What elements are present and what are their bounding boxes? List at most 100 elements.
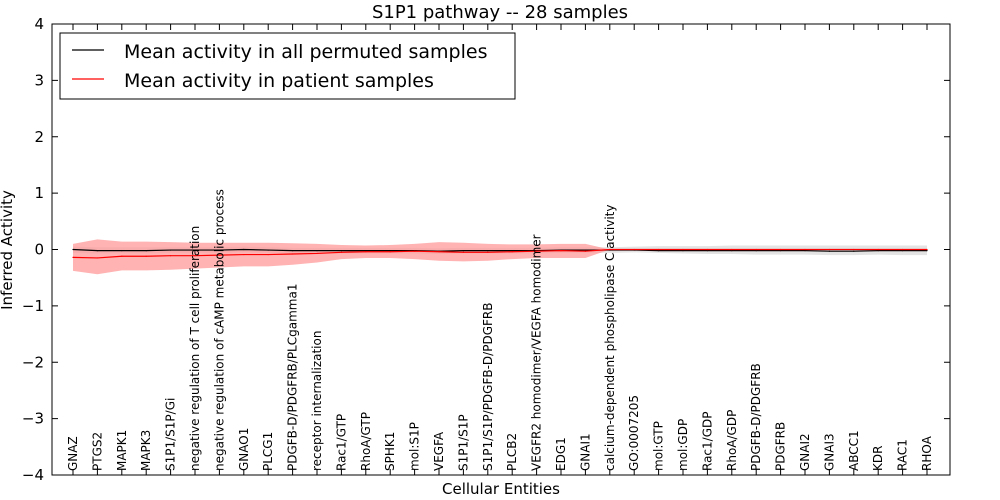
x-tick-label: GNAO1 xyxy=(237,428,251,471)
point-series-1 xyxy=(584,250,587,252)
point-series-0 xyxy=(243,248,245,251)
point-series-1 xyxy=(926,248,928,251)
x-tick-label: ABCC1 xyxy=(847,430,861,471)
point-series-0 xyxy=(340,250,342,252)
y-tick-label: 1 xyxy=(34,184,44,202)
point-series-0 xyxy=(267,249,269,251)
point-series-1 xyxy=(243,253,245,256)
x-axis: GNAZ PTGS2 MAPK1 MAPK3 S1P1/S1P/Gi negative r… xyxy=(66,24,934,475)
point-series-0 xyxy=(511,250,513,252)
point-series-1 xyxy=(267,253,269,256)
y-tick-label: 0 xyxy=(34,241,44,259)
point-series-1 xyxy=(828,248,831,251)
x-tick-label: RhoA/GDP xyxy=(725,410,739,471)
x-tick-label: PDGFB-D/PDGFRB xyxy=(749,363,763,471)
point-series-0 xyxy=(853,250,855,252)
point-series-0 xyxy=(72,248,74,251)
point-series-1 xyxy=(633,248,635,251)
point-series-0 xyxy=(145,250,147,252)
point-series-1 xyxy=(316,252,318,255)
x-tick-label: Rac1/GTP xyxy=(334,414,348,471)
point-series-0 xyxy=(828,250,831,252)
point-series-1 xyxy=(389,251,391,253)
point-series-0 xyxy=(487,250,489,252)
point-series-0 xyxy=(316,250,318,252)
point-series-1 xyxy=(145,255,147,257)
point-series-1 xyxy=(780,248,782,251)
x-tick-label: S1P1/S1P/Gi xyxy=(164,398,178,471)
point-series-0 xyxy=(194,249,196,251)
point-series-1 xyxy=(414,250,416,252)
y-tick-label: 4 xyxy=(34,15,44,33)
legend-label-patient: Mean activity in patient samples xyxy=(124,70,434,92)
point-series-1 xyxy=(536,250,538,252)
x-tick-label: GO:0007205 xyxy=(627,395,641,471)
point-series-1 xyxy=(804,248,806,251)
y-tick-label: 2 xyxy=(34,128,44,146)
point-series-1 xyxy=(560,250,562,252)
point-series-0 xyxy=(706,250,709,252)
x-tick-label: RhoA/GTP xyxy=(359,412,373,471)
point-series-0 xyxy=(926,250,928,252)
point-series-1 xyxy=(121,255,123,257)
x-tick-label: RHOA xyxy=(920,435,934,471)
x-tick-label: calcium-dependent phospholipase C activi… xyxy=(603,205,617,471)
x-tick-label: RAC1 xyxy=(896,439,910,471)
y-tick-label: 3 xyxy=(34,71,44,89)
point-series-1 xyxy=(438,251,440,253)
point-series-1 xyxy=(340,251,342,253)
point-series-0 xyxy=(170,249,172,251)
x-tick-label: VEGFA xyxy=(432,431,446,471)
y-tick-label: −2 xyxy=(22,353,44,371)
point-series-1 xyxy=(72,256,74,258)
x-axis-label: Cellular Entities xyxy=(442,480,560,498)
y-axis-label: Inferred Activity xyxy=(0,190,16,310)
point-series-0 xyxy=(755,250,757,252)
x-tick-label: negative regulation of cAMP metabolic pr… xyxy=(212,189,226,471)
point-series-0 xyxy=(804,250,806,252)
x-tick-label: VEGFR2 homodimer/VEGFA homodimer xyxy=(530,234,544,471)
legend: Mean activity in all permuted samples Me… xyxy=(59,32,516,100)
y-tick-label: −1 xyxy=(22,297,44,315)
point-series-1 xyxy=(365,251,367,253)
x-tick-label: negative regulation of T cell proliferat… xyxy=(188,226,202,471)
x-tick-label: GNAI3 xyxy=(822,433,836,471)
point-series-0 xyxy=(731,250,733,252)
point-series-1 xyxy=(902,248,904,251)
point-series-1 xyxy=(487,251,489,253)
x-tick-label: mol:GDP xyxy=(676,419,690,471)
band-series-1 xyxy=(73,239,927,275)
series-lines xyxy=(72,248,928,259)
x-tick-label: SPHK1 xyxy=(383,432,397,471)
x-tick-label: receptor internalization xyxy=(310,331,324,471)
point-series-1 xyxy=(853,248,855,251)
x-tick-label: PDGFRB xyxy=(774,422,788,471)
y-tick-label: −3 xyxy=(22,410,44,428)
point-series-1 xyxy=(511,251,513,253)
line-series-0 xyxy=(72,248,927,252)
x-tick-label: S1P1/S1P xyxy=(456,414,470,471)
point-series-0 xyxy=(292,250,294,252)
point-series-0 xyxy=(877,250,879,252)
point-series-1 xyxy=(96,257,98,259)
x-tick-label: mol:S1P xyxy=(408,422,422,471)
x-tick-label: GNAZ xyxy=(66,436,80,471)
point-series-0 xyxy=(365,250,367,252)
point-series-1 xyxy=(170,255,172,257)
y-axis: −4 −3 −2 −1 0 1 2 3 4 xyxy=(22,15,950,484)
x-tick-label: S1P1/S1P/PDGFB-D/PDGFRB xyxy=(481,303,495,471)
point-series-0 xyxy=(780,250,782,252)
point-series-1 xyxy=(682,248,684,251)
x-tick-label: MAPK1 xyxy=(115,430,129,471)
point-series-0 xyxy=(96,250,98,252)
point-series-1 xyxy=(755,248,757,251)
point-series-0 xyxy=(462,250,464,252)
point-series-1 xyxy=(706,248,709,251)
point-series-1 xyxy=(658,248,660,251)
line-series-1 xyxy=(72,248,927,259)
point-series-0 xyxy=(121,250,123,252)
x-tick-label: MAPK3 xyxy=(139,430,153,471)
point-series-1 xyxy=(731,248,733,251)
x-tick-label: mol:GTP xyxy=(652,421,666,471)
